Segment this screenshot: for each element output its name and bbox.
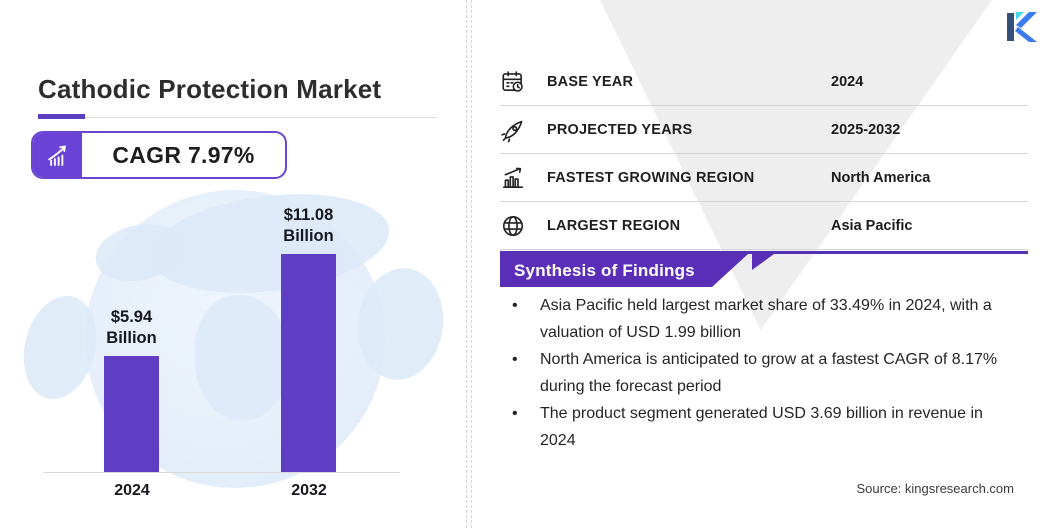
fact-value: Asia Pacific: [831, 217, 913, 234]
synthesis-ribbon: Synthesis of Findings: [500, 254, 748, 287]
fact-row-fastest-growing-region: FASTEST GROWING REGION North America: [500, 154, 1028, 202]
x-tick-2032: 2032: [291, 482, 327, 499]
vertical-dashed-divider: [466, 0, 467, 528]
fact-row-projected-years: PROJECTED YEARS 2025-2032: [500, 106, 1028, 154]
cagr-value: CAGR 7.97%: [112, 141, 255, 168]
bar-group-2024: $5.94 Billion: [104, 307, 159, 473]
bar-group-2032: $11.08 Billion: [281, 205, 336, 473]
globe-icon: [500, 213, 530, 239]
calendar-clock-icon: [500, 69, 530, 95]
x-axis-line: [43, 472, 400, 473]
bar-2024: [104, 356, 159, 473]
fact-label: LARGEST REGION: [547, 217, 681, 234]
kings-research-logo: [1000, 10, 1040, 48]
bullet-dot: •: [512, 405, 518, 422]
source-attribution: Source: kingsresearch.com: [856, 481, 1014, 496]
fact-value: North America: [831, 169, 931, 186]
fact-row-largest-region: LARGEST REGION Asia Pacific: [500, 202, 1028, 250]
bar-value-amount: $11.08: [283, 206, 334, 224]
growth-chart-icon: [500, 165, 530, 191]
map-landmass: [195, 295, 290, 420]
bar-value-label: $11.08 Billion: [239, 205, 379, 247]
bar-value-amount: $5.94: [110, 308, 153, 326]
key-facts-table: BASE YEAR 2024 PROJECTED YEARS 2025-2032: [500, 58, 1028, 250]
finding-text: North America is anticipated to grow at …: [540, 351, 998, 395]
synthesis-title: Synthesis of Findings: [514, 260, 695, 280]
finding-text: Asia Pacific held largest market share o…: [540, 297, 992, 341]
finding-item: • Asia Pacific held largest market share…: [500, 292, 1022, 346]
growth-arrow-icon: [33, 133, 82, 177]
bullet-dot: •: [512, 351, 518, 368]
rocket-icon: [500, 117, 530, 143]
synthesis-ribbon-rule: [500, 251, 1028, 254]
finding-text: The product segment generated USD 3.69 b…: [540, 405, 983, 449]
fact-label: PROJECTED YEARS: [547, 121, 693, 138]
vertical-dashed-divider: [471, 0, 472, 528]
bar-value-unit: Billion: [283, 227, 334, 245]
bar-value-label: $5.94 Billion: [62, 307, 202, 349]
bar-value-unit: Billion: [106, 329, 157, 347]
fact-row-base-year: BASE YEAR 2024: [500, 58, 1028, 106]
bullet-dot: •: [512, 297, 518, 314]
fact-value: 2024: [831, 73, 864, 90]
bar-2032: [281, 254, 336, 473]
title-underline: [38, 117, 437, 118]
fact-label: BASE YEAR: [547, 73, 634, 90]
finding-item: • The product segment generated USD 3.69…: [500, 400, 1022, 454]
page-title: Cathodic Protection Market: [38, 74, 382, 104]
title-underline-accent: [38, 114, 85, 119]
x-tick-2024: 2024: [114, 482, 150, 499]
finding-item: • North America is anticipated to grow a…: [500, 346, 1022, 400]
cagr-badge: CAGR 7.97%: [31, 131, 287, 179]
fact-value: 2025-2032: [831, 121, 901, 138]
findings-list: • Asia Pacific held largest market share…: [500, 292, 1022, 454]
fact-label: FASTEST GROWING REGION: [547, 169, 755, 186]
